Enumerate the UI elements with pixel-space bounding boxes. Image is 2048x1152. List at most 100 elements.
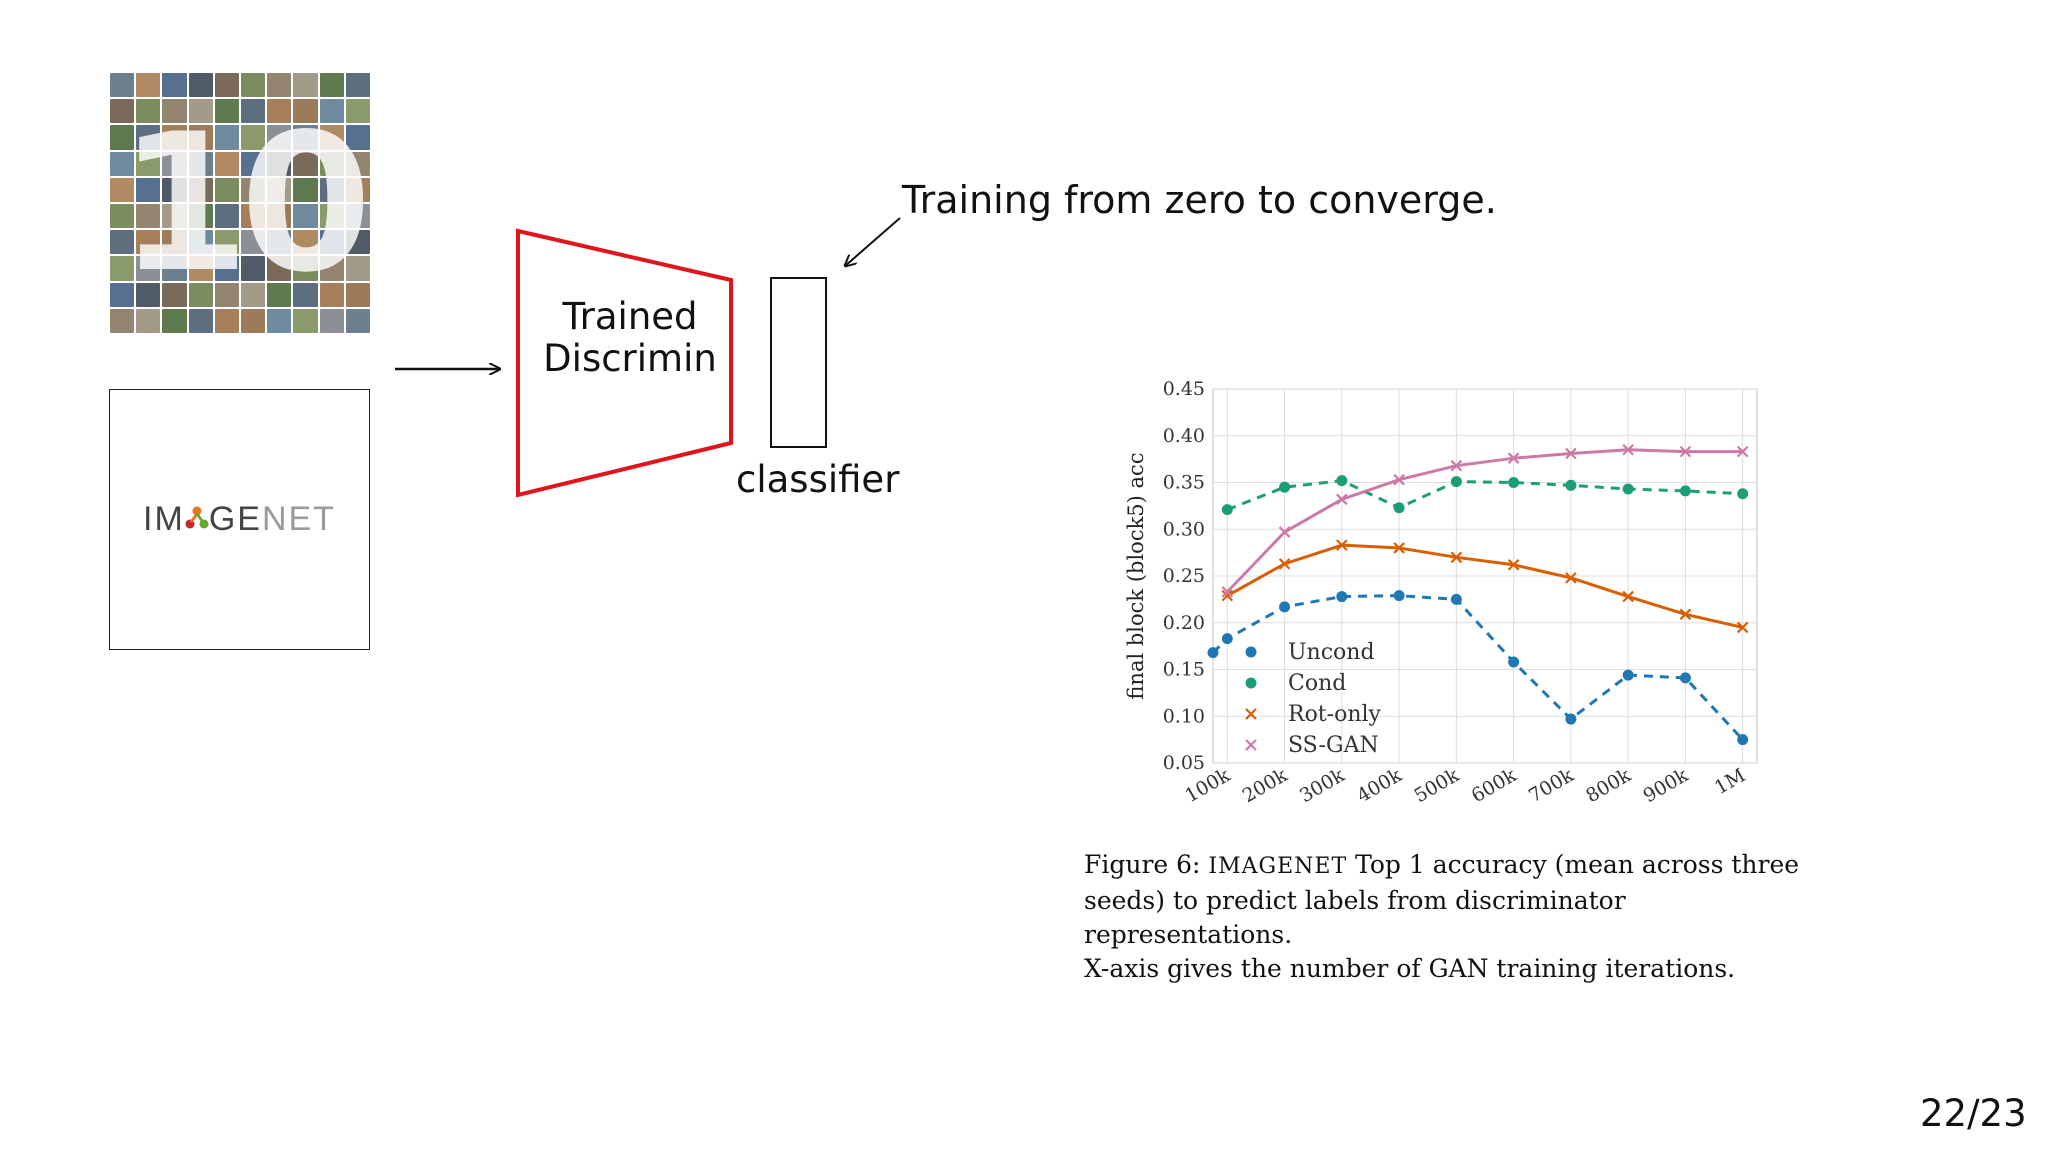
cifar-thumbnail [188,230,213,255]
cifar-thumbnail [214,151,239,176]
cifar-thumbnail [188,125,213,150]
y-axis-label: final block (block5) acc [1124,452,1148,699]
cifar-thumbnail [293,151,318,176]
cifar-thumbnail [293,256,318,281]
cifar-thumbnail [110,308,135,333]
cifar-thumbnail [214,230,239,255]
cifar-thumbnail [319,204,344,229]
caption-dataset-name: IMAGENET [1208,854,1348,879]
data-point-uncond [1336,591,1348,603]
cifar-thumbnail [345,230,370,255]
data-point-cond [1508,477,1520,488]
series-line-ss-gan [1226,448,1743,593]
data-point-rot-only [1679,608,1692,621]
legend-marker-ss-gan [1245,739,1257,751]
x-tick-label: 900k [1640,764,1693,807]
data-point-rot-only [1507,559,1520,571]
cifar-thumbnail [241,204,266,229]
data-point-cond [1622,483,1634,495]
cifar-thumbnail [267,125,292,150]
cifar-thumbnail [188,308,213,333]
data-point-uncond [1393,590,1405,602]
cifar-thumbnail [345,151,370,176]
cifar-thumbnail [241,151,266,176]
cifar-thumbnail [214,177,239,202]
cifar-thumbnail [214,256,239,281]
data-point-cond [1679,485,1691,497]
legend-marker-cond [1245,677,1257,689]
cifar-thumbnail [214,282,239,307]
data-point-uncond [1508,656,1520,668]
legend-label-cond: Cond [1288,671,1346,696]
cifar-thumbnail [188,177,213,202]
cifar-thumbnail [136,177,161,202]
data-point-cond [1279,481,1291,493]
cifar-thumbnail [188,256,213,281]
cifar-thumbnail [267,230,292,255]
discriminator-label-line1: Trained [562,295,698,338]
cifar-thumbnail [110,177,135,202]
cifar-thumbnail [319,99,344,124]
cifar-thumbnail [110,73,135,98]
chart-legend: Uncond Cond Rot-only SS-GAN [1245,640,1382,758]
cifar-thumbnail [110,230,135,255]
cifar-thumbnail [293,204,318,229]
cifar-thumbnail [293,308,318,333]
cifar-thumbnail [214,99,239,124]
data-point-cond [1737,488,1749,500]
cifar-thumbnail [267,308,292,333]
cifar-thumbnail [293,282,318,307]
data-point-rot-only [1450,551,1463,564]
cifar-thumbnail [241,230,266,255]
cifar-thumbnail [241,73,266,98]
y-tick-label: 0.25 [1163,565,1205,587]
data-point-uncond [1450,593,1462,605]
cifar-thumbnail [110,99,135,124]
cifar-thumbnail [319,151,344,176]
data-point-cond [1393,502,1405,514]
cifar-thumbnail [136,125,161,150]
cifar-thumbnail [345,256,370,281]
discriminator-label: Trained Discrimin [520,296,740,380]
discriminator-label-line2: Discrimin [543,337,717,380]
cifar-thumbnail [319,282,344,307]
caption-line-1-rest: Top 1 accuracy (mean across three [1355,850,1800,879]
cifar-thumbnail [136,99,161,124]
cifar-thumbnail [319,308,344,333]
cifar-thumbnail [136,282,161,307]
cifar-thumbnail [162,99,187,124]
data-point-uncond [1279,601,1291,613]
data-point-rot-only [1736,621,1749,634]
data-point-uncond [1565,713,1577,725]
legend-marker-rot-only [1245,708,1257,720]
data-point-ss-gan [1450,459,1463,472]
cifar-thumbnail [319,256,344,281]
cifar-thumbnail [214,73,239,98]
cifar-thumbnail [214,125,239,150]
caption-line-3: X-axis gives the number of GAN training … [1084,954,1736,983]
discriminator-trapezoid [516,228,733,498]
y-tick-label: 0.15 [1163,659,1205,681]
cifar-thumbnail [267,282,292,307]
cifar-thumbnail [241,256,266,281]
cifar-thumbnail [345,282,370,307]
cifar-thumbnail [188,204,213,229]
cifar-thumbnail [188,73,213,98]
classifier-box [770,277,827,448]
cifar-thumbnail [214,308,239,333]
data-point-ss-gan [1507,452,1520,464]
cifar-thumbnail [293,125,318,150]
series-line-cond [1226,479,1743,512]
data-point-uncond [1207,647,1219,659]
figure-caption: Figure 6: IMAGENET Top 1 accuracy (mean … [1084,848,1804,986]
caption-line-2: seeds) to predict labels from discrimina… [1084,886,1626,949]
cifar-thumbnail [214,204,239,229]
cifar-thumbnail [241,99,266,124]
y-tick-label: 0.05 [1163,752,1205,774]
cifar-thumbnail [136,256,161,281]
cifar-thumbnail [162,256,187,281]
cifar-thumbnail [188,99,213,124]
data-point-uncond [1679,672,1691,684]
cifar-thumbnail [110,204,135,229]
